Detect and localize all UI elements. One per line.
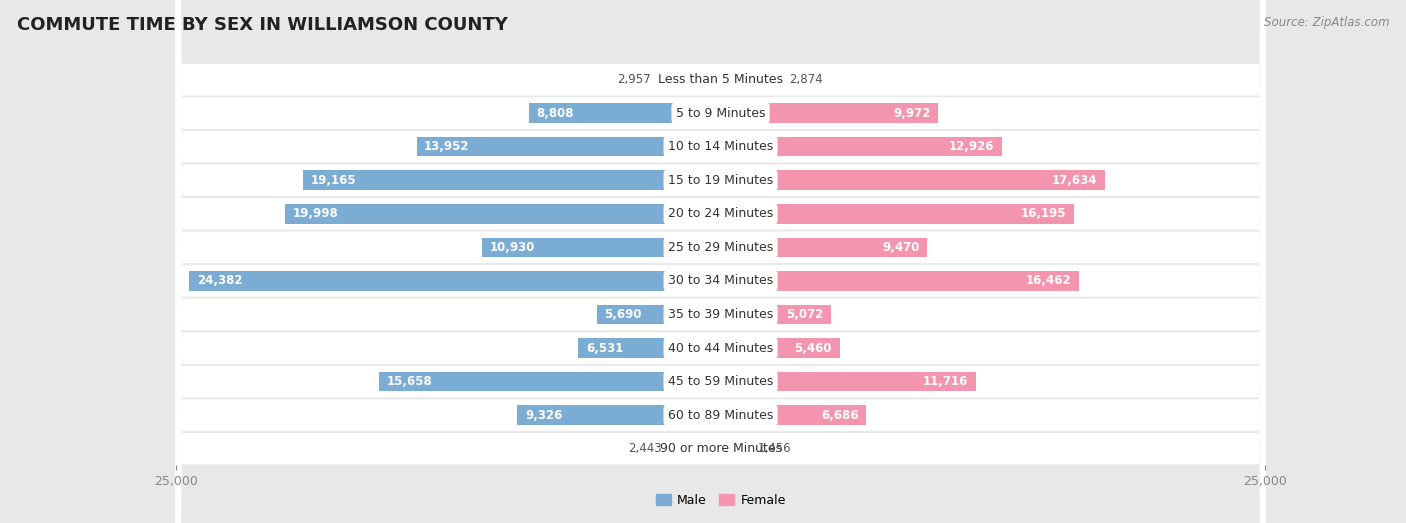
FancyBboxPatch shape <box>176 0 1265 523</box>
Bar <box>596 305 721 324</box>
Text: 2,443: 2,443 <box>628 442 662 455</box>
Bar <box>721 271 1080 291</box>
FancyBboxPatch shape <box>176 0 1265 523</box>
Bar <box>721 237 927 257</box>
Bar <box>380 372 721 391</box>
Text: 2,874: 2,874 <box>789 73 823 86</box>
Bar <box>657 70 721 89</box>
Bar <box>517 405 721 425</box>
FancyBboxPatch shape <box>176 0 1265 523</box>
Text: 24,382: 24,382 <box>197 275 242 288</box>
Text: 15,658: 15,658 <box>387 375 433 388</box>
Text: 6,531: 6,531 <box>586 342 623 355</box>
Bar <box>285 204 721 223</box>
FancyBboxPatch shape <box>176 0 1265 523</box>
Text: 19,165: 19,165 <box>311 174 356 187</box>
FancyBboxPatch shape <box>176 0 1265 523</box>
FancyBboxPatch shape <box>176 0 1265 523</box>
Text: 6,686: 6,686 <box>821 408 859 422</box>
Text: 11,716: 11,716 <box>922 375 969 388</box>
Text: 19,998: 19,998 <box>292 207 337 220</box>
Bar <box>190 271 721 291</box>
FancyBboxPatch shape <box>176 0 1265 523</box>
Text: 45 to 59 Minutes: 45 to 59 Minutes <box>668 375 773 388</box>
Bar <box>416 137 721 156</box>
Text: 35 to 39 Minutes: 35 to 39 Minutes <box>668 308 773 321</box>
Bar <box>302 170 721 190</box>
Text: 10 to 14 Minutes: 10 to 14 Minutes <box>668 140 773 153</box>
Text: COMMUTE TIME BY SEX IN WILLIAMSON COUNTY: COMMUTE TIME BY SEX IN WILLIAMSON COUNTY <box>17 16 508 33</box>
Bar <box>721 104 938 123</box>
Text: 13,952: 13,952 <box>425 140 470 153</box>
Bar <box>668 439 721 459</box>
FancyBboxPatch shape <box>176 0 1265 523</box>
Text: 25 to 29 Minutes: 25 to 29 Minutes <box>668 241 773 254</box>
Text: 17,634: 17,634 <box>1052 174 1097 187</box>
Bar <box>721 70 783 89</box>
Text: 8,808: 8,808 <box>536 107 574 120</box>
Bar <box>721 170 1105 190</box>
Text: 12,926: 12,926 <box>949 140 994 153</box>
Text: 20 to 24 Minutes: 20 to 24 Minutes <box>668 207 773 220</box>
Text: 40 to 44 Minutes: 40 to 44 Minutes <box>668 342 773 355</box>
Text: 5 to 9 Minutes: 5 to 9 Minutes <box>676 107 765 120</box>
Text: 2,957: 2,957 <box>617 73 651 86</box>
Bar <box>578 338 721 358</box>
Bar <box>529 104 721 123</box>
Text: 9,470: 9,470 <box>882 241 920 254</box>
Legend: Male, Female: Male, Female <box>651 488 790 511</box>
Bar <box>721 137 1002 156</box>
Bar <box>482 237 721 257</box>
Text: 5,460: 5,460 <box>794 342 832 355</box>
Bar <box>721 405 866 425</box>
Text: 60 to 89 Minutes: 60 to 89 Minutes <box>668 408 773 422</box>
Text: 5,072: 5,072 <box>786 308 824 321</box>
Text: Less than 5 Minutes: Less than 5 Minutes <box>658 73 783 86</box>
Bar <box>721 439 752 459</box>
Text: 5,690: 5,690 <box>605 308 641 321</box>
FancyBboxPatch shape <box>176 0 1265 523</box>
Bar <box>721 338 839 358</box>
Bar <box>721 305 831 324</box>
Text: 9,972: 9,972 <box>893 107 931 120</box>
Text: 30 to 34 Minutes: 30 to 34 Minutes <box>668 275 773 288</box>
FancyBboxPatch shape <box>176 0 1265 523</box>
Text: 10,930: 10,930 <box>491 241 536 254</box>
Text: 90 or more Minutes: 90 or more Minutes <box>659 442 782 455</box>
Text: 9,326: 9,326 <box>524 408 562 422</box>
Text: 16,195: 16,195 <box>1021 207 1066 220</box>
Bar <box>721 372 976 391</box>
Text: 1,456: 1,456 <box>758 442 792 455</box>
Bar <box>721 204 1074 223</box>
Text: 16,462: 16,462 <box>1026 275 1071 288</box>
Text: Source: ZipAtlas.com: Source: ZipAtlas.com <box>1264 16 1389 29</box>
Text: 15 to 19 Minutes: 15 to 19 Minutes <box>668 174 773 187</box>
FancyBboxPatch shape <box>176 0 1265 523</box>
FancyBboxPatch shape <box>176 0 1265 523</box>
